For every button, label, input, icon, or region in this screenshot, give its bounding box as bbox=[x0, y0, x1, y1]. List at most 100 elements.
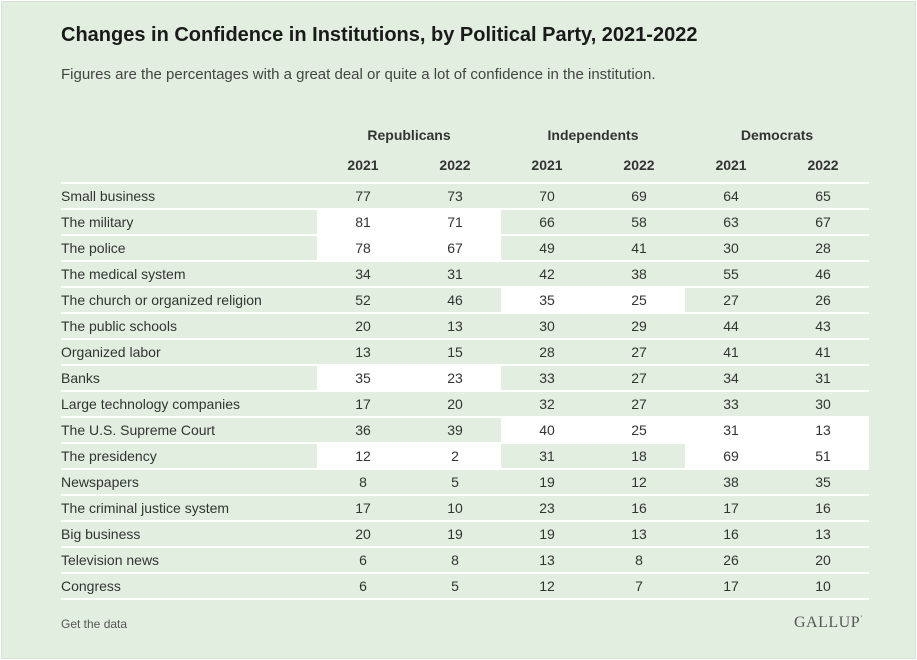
value-cell: 20 bbox=[317, 313, 409, 340]
value-cell: 8 bbox=[593, 547, 686, 574]
value-cell: 25 bbox=[593, 417, 686, 444]
value-cell: 63 bbox=[685, 209, 778, 236]
table-row: Banks 35 23 33 27 34 31 bbox=[61, 365, 870, 392]
table-row: Large technology companies 17 20 32 27 33 30 bbox=[61, 391, 870, 418]
table-row: The U.S. Supreme Court 36 39 40 25 31 13 bbox=[61, 417, 870, 444]
header-spacer bbox=[61, 122, 317, 148]
institution-label: Congress bbox=[61, 573, 317, 600]
value-cell: 78 bbox=[317, 235, 409, 262]
value-cell: 16 bbox=[593, 495, 686, 522]
value-cell: 19 bbox=[409, 521, 501, 548]
value-cell: 69 bbox=[685, 443, 778, 470]
institution-label: Small business bbox=[61, 183, 317, 210]
table-row: The church or organized religion 52 46 35 25… bbox=[61, 287, 870, 314]
party-header-republicans: Republicans bbox=[367, 127, 451, 143]
value-cell: 65 bbox=[777, 183, 870, 210]
value-cell: 41 bbox=[685, 339, 778, 366]
value-cell: 30 bbox=[685, 235, 778, 262]
value-cell: 12 bbox=[593, 469, 686, 496]
institution-label: Banks bbox=[61, 365, 317, 392]
value-cell: 31 bbox=[685, 417, 778, 444]
value-cell: 38 bbox=[593, 261, 686, 288]
value-cell: 26 bbox=[685, 547, 778, 574]
value-cell: 13 bbox=[409, 313, 501, 340]
table-row: The criminal justice system 17 10 23 16 17 16 bbox=[61, 495, 870, 522]
value-cell: 52 bbox=[317, 287, 409, 314]
value-cell: 81 bbox=[317, 209, 409, 236]
header-spacer bbox=[61, 148, 317, 184]
institution-label: The public schools bbox=[61, 313, 317, 340]
value-cell: 32 bbox=[501, 391, 593, 418]
value-cell: 64 bbox=[685, 183, 778, 210]
value-cell: 46 bbox=[777, 261, 870, 288]
gallup-logo: GALLUP’ bbox=[794, 614, 863, 632]
chart-title: Changes in Confidence in Institutions, b… bbox=[61, 24, 698, 46]
table-row: Congress 6 5 12 7 17 10 bbox=[61, 573, 870, 600]
confidence-table: Republicans Independents Democrats 2021 … bbox=[61, 122, 870, 600]
value-cell: 19 bbox=[501, 521, 593, 548]
value-cell: 36 bbox=[317, 417, 409, 444]
value-cell: 13 bbox=[777, 521, 870, 548]
value-cell: 23 bbox=[409, 365, 501, 392]
value-cell: 38 bbox=[685, 469, 778, 496]
party-header-row: Republicans Independents Democrats bbox=[61, 122, 869, 148]
value-cell: 42 bbox=[501, 261, 593, 288]
table-row: Big business 20 19 19 13 16 13 bbox=[61, 521, 870, 548]
value-cell: 55 bbox=[685, 261, 778, 288]
value-cell: 15 bbox=[409, 339, 501, 366]
year-header: 2022 bbox=[593, 148, 686, 184]
value-cell: 31 bbox=[777, 365, 870, 392]
value-cell: 13 bbox=[593, 521, 686, 548]
value-cell: 73 bbox=[409, 183, 501, 210]
value-cell: 26 bbox=[777, 287, 870, 314]
value-cell: 58 bbox=[593, 209, 686, 236]
institution-label: Big business bbox=[61, 521, 317, 548]
value-cell: 40 bbox=[501, 417, 593, 444]
value-cell: 13 bbox=[777, 417, 870, 444]
get-the-data-link[interactable]: Get the data bbox=[61, 617, 128, 631]
table-body: Small business 77 73 70 69 64 65 The military 81… bbox=[61, 183, 870, 600]
year-header: 2021 bbox=[501, 148, 593, 184]
institution-label: The medical system bbox=[61, 261, 317, 288]
value-cell: 17 bbox=[685, 495, 778, 522]
value-cell: 51 bbox=[777, 443, 870, 470]
year-header: 2022 bbox=[777, 148, 870, 184]
value-cell: 41 bbox=[777, 339, 870, 366]
value-cell: 77 bbox=[317, 183, 409, 210]
institution-label: The criminal justice system bbox=[61, 495, 317, 522]
value-cell: 31 bbox=[409, 261, 501, 288]
party-header-independents: Independents bbox=[547, 127, 639, 143]
value-cell: 46 bbox=[409, 287, 501, 314]
value-cell: 5 bbox=[409, 469, 501, 496]
table-row: The public schools 20 13 30 29 44 43 bbox=[61, 313, 870, 340]
value-cell: 25 bbox=[593, 287, 686, 314]
chart-subtitle: Figures are the percentages with a great… bbox=[61, 66, 656, 83]
institution-label: The presidency bbox=[61, 443, 317, 470]
table-row: The presidency 12 2 31 18 69 51 bbox=[61, 443, 870, 470]
institution-label: The military bbox=[61, 209, 317, 236]
value-cell: 41 bbox=[593, 235, 686, 262]
value-cell: 6 bbox=[317, 547, 409, 574]
value-cell: 2 bbox=[409, 443, 501, 470]
value-cell: 66 bbox=[501, 209, 593, 236]
value-cell: 10 bbox=[777, 573, 870, 600]
year-header-row: 2021 2022 2021 2022 2021 2022 bbox=[61, 148, 870, 184]
value-cell: 34 bbox=[317, 261, 409, 288]
value-cell: 43 bbox=[777, 313, 870, 340]
value-cell: 49 bbox=[501, 235, 593, 262]
value-cell: 27 bbox=[593, 339, 686, 366]
institution-label: Organized labor bbox=[61, 339, 317, 366]
value-cell: 33 bbox=[501, 365, 593, 392]
value-cell: 5 bbox=[409, 573, 501, 600]
value-cell: 31 bbox=[501, 443, 593, 470]
year-header: 2022 bbox=[409, 148, 501, 184]
value-cell: 10 bbox=[409, 495, 501, 522]
value-cell: 18 bbox=[593, 443, 686, 470]
value-cell: 7 bbox=[593, 573, 686, 600]
value-cell: 28 bbox=[777, 235, 870, 262]
value-cell: 23 bbox=[501, 495, 593, 522]
value-cell: 20 bbox=[317, 521, 409, 548]
institution-label: Newspapers bbox=[61, 469, 317, 496]
value-cell: 44 bbox=[685, 313, 778, 340]
value-cell: 12 bbox=[317, 443, 409, 470]
